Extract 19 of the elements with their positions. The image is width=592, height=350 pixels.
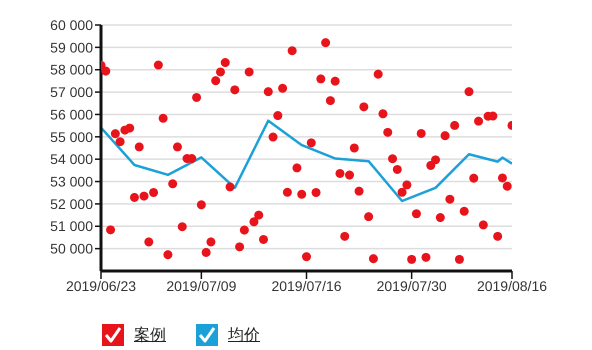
y-tick-label: 57 000 — [50, 84, 94, 100]
y-tick-label: 54 000 — [50, 151, 94, 168]
y-tick-label: 53 000 — [50, 174, 94, 190]
y-tick-label: 59 000 — [50, 39, 94, 56]
y-tick-label: 58 000 — [50, 62, 94, 78]
x-tick-label: 2019/08/16 — [476, 278, 548, 294]
x-tick-label: 2019/07/09 — [166, 278, 237, 294]
legend-label: 均价 — [228, 326, 260, 346]
legend-label: 案例 — [134, 325, 166, 346]
y-tick-label: 60 000 — [50, 16, 94, 33]
x-tick-label: 2019/07/30 — [376, 278, 447, 294]
y-tick-label: 55 000 — [50, 128, 94, 145]
x-tick-label: 2019/06/23 — [66, 278, 136, 294]
x-tick-label: 2019/07/16 — [271, 278, 342, 294]
y-tick-label: 51 000 — [50, 218, 94, 234]
y-tick-label: 50 000 — [50, 240, 94, 257]
y-tick-label: 56 000 — [50, 106, 94, 122]
y-tick-label: 52 000 — [50, 196, 94, 212]
line-series — [101, 119, 512, 202]
